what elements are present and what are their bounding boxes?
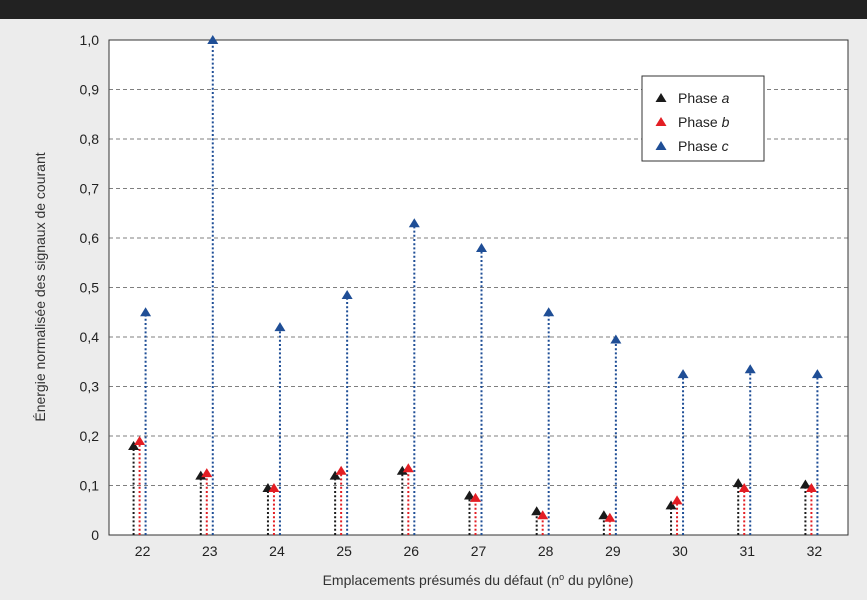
data-point <box>408 218 420 228</box>
legend-label-italic: b <box>722 114 730 130</box>
data-point <box>464 490 475 500</box>
x-tick-label: 22 <box>135 543 151 559</box>
data-point <box>665 500 677 510</box>
x-tick-label: 25 <box>336 543 352 559</box>
x-tick-label: 32 <box>807 543 823 559</box>
x-tick-label: 24 <box>269 543 285 559</box>
legend-label: Phase a <box>678 90 730 106</box>
y-tick-label: 0,5 <box>80 280 100 296</box>
y-tick-label: 0,2 <box>80 428 100 444</box>
x-axis-title-sup: o <box>559 572 564 582</box>
top-bar <box>0 0 867 19</box>
legend-marker <box>655 93 667 102</box>
y-tick-label: 0,1 <box>80 478 100 494</box>
data-point <box>329 470 341 480</box>
data-point <box>671 495 683 505</box>
y-tick-label: 0,7 <box>80 181 100 197</box>
x-axis-title: Emplacements présumés du défaut (no du p… <box>323 572 634 588</box>
data-point <box>470 492 481 502</box>
data-point <box>140 307 152 317</box>
y-tick-label: 0,9 <box>80 82 100 98</box>
x-tick-label: 26 <box>404 543 420 559</box>
x-tick-labels: 22 23 24 25 26 27 28 29 30 31 32 <box>135 543 823 559</box>
legend-label-italic: a <box>722 90 730 106</box>
x-tick-label: 27 <box>471 543 487 559</box>
legend-label-text: Phase <box>678 114 722 130</box>
data-point <box>805 483 817 493</box>
legend-label-text: Phase <box>678 90 722 106</box>
x-axis-title-end: du pylône) <box>564 572 633 588</box>
x-tick-label: 23 <box>202 543 218 559</box>
legend-label: Phase c <box>678 138 729 154</box>
legend-marker <box>655 141 667 150</box>
stems <box>132 40 819 535</box>
data-point <box>207 35 219 45</box>
y-tick-label: 0,8 <box>80 131 100 147</box>
data-point <box>738 483 750 493</box>
data-point <box>610 334 622 344</box>
y-tick-label: 0,4 <box>80 329 100 345</box>
data-point <box>341 289 353 299</box>
x-tick-label: 31 <box>739 543 755 559</box>
data-point <box>531 506 543 516</box>
y-tick-label: 0,3 <box>80 379 100 395</box>
legend-label: Phase b <box>678 114 730 130</box>
data-point <box>128 440 140 450</box>
data-point <box>598 510 610 520</box>
markers <box>128 35 823 522</box>
data-point <box>268 483 280 493</box>
legend-label-text: Phase <box>678 138 722 154</box>
data-point <box>732 478 744 488</box>
legend-marker <box>655 117 667 126</box>
data-point <box>396 465 408 475</box>
y-tick-labels: 0 0,1 0,2 0,3 0,4 0,5 0,6 0,7 0,8 0,9 1,0 <box>80 32 100 543</box>
data-point <box>811 369 823 379</box>
data-point <box>274 322 286 332</box>
data-point <box>402 463 414 473</box>
data-point <box>744 364 756 374</box>
data-point <box>799 479 811 489</box>
y-tick-label: 0,6 <box>80 230 100 246</box>
data-point <box>476 242 487 252</box>
data-point <box>604 512 616 522</box>
x-axis-title-main: Emplacements présumés du défaut (n <box>323 572 560 588</box>
legend-label-italic: c <box>722 138 729 154</box>
data-point <box>134 436 146 445</box>
x-tick-label: 29 <box>605 543 621 559</box>
y-axis-title: Énergie normalisée des signaux de couran… <box>32 152 48 421</box>
data-point <box>335 465 347 475</box>
y-tick-label: 1,0 <box>80 32 100 48</box>
x-tick-label: 28 <box>538 543 554 559</box>
data-point <box>195 470 207 480</box>
data-point <box>543 307 555 317</box>
data-point <box>201 468 213 478</box>
x-tick-label: 30 <box>672 543 688 559</box>
y-tick-label: 0 <box>91 527 99 543</box>
data-point <box>537 510 549 520</box>
data-point <box>677 369 689 379</box>
